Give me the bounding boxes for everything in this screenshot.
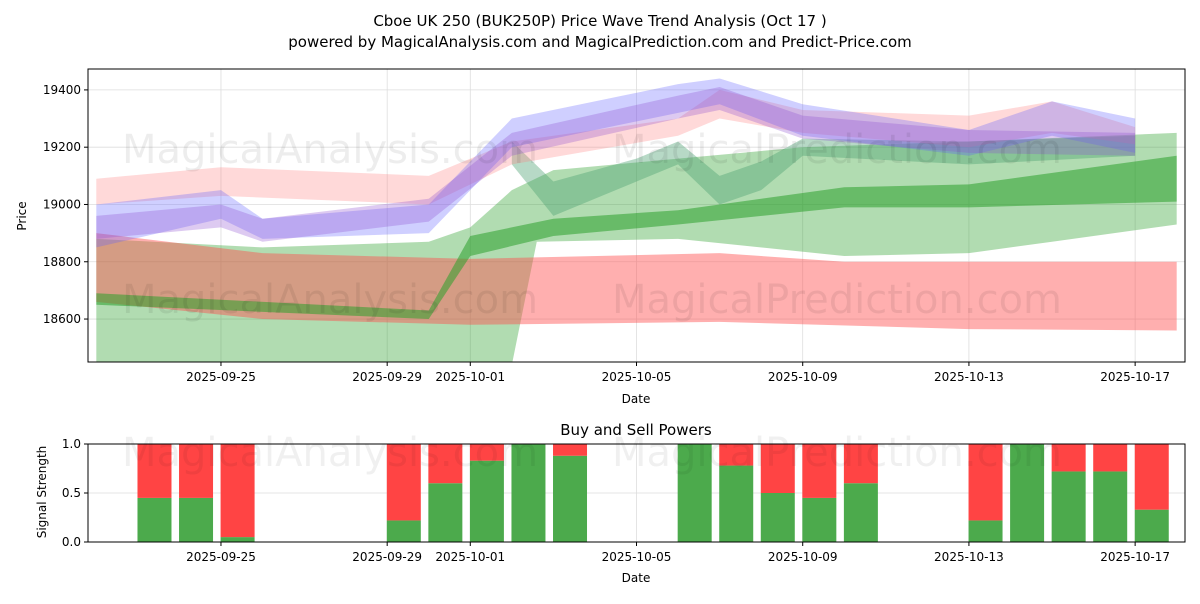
bands <box>96 78 1177 362</box>
y-tick-label: 19000 <box>43 197 81 211</box>
sell-bar <box>719 444 754 466</box>
bar-y-axis-label: Signal Strength <box>35 446 49 539</box>
sell-bar <box>1051 444 1086 472</box>
buy-bar <box>511 444 546 542</box>
x-tick-label: 2025-10-09 <box>768 550 838 564</box>
sell-bar <box>1093 444 1128 472</box>
sell-bar <box>1134 444 1169 510</box>
band-blue <box>96 78 1136 248</box>
band-green-dark <box>96 155 1177 320</box>
x-tick-label: 2025-09-25 <box>186 370 256 384</box>
sell-bar <box>137 444 172 498</box>
sell-bar <box>802 444 837 498</box>
sell-bar <box>428 444 463 484</box>
y-axis-label: Price <box>15 201 29 230</box>
sell-bar <box>386 444 421 521</box>
buy-bar <box>220 537 255 542</box>
sell-bar <box>469 444 504 461</box>
buy-bar <box>428 483 463 542</box>
y-tick-label: 1.0 <box>62 437 81 451</box>
band-pink <box>96 89 1136 205</box>
y-tick-label: 0.5 <box>62 486 81 500</box>
buy-bar <box>1010 444 1045 542</box>
watermark: MagicalAnalysis.com <box>122 277 538 323</box>
x-tick-label: 2025-10-17 <box>1100 550 1170 564</box>
x-tick-label: 2025-10-13 <box>934 550 1004 564</box>
x-tick-label: 2025-10-01 <box>435 550 505 564</box>
y-tick-label: 18600 <box>43 312 81 326</box>
x-tick-label: 2025-10-01 <box>435 370 505 384</box>
x-tick-label: 2025-09-25 <box>186 550 256 564</box>
buy-bar <box>843 483 878 542</box>
bar-chart-title: Buy and Sell Powers <box>560 421 712 439</box>
bar-x-axis-label: Date <box>622 571 651 585</box>
x-tick-label: 2025-10-13 <box>934 370 1004 384</box>
sell-bar <box>179 444 214 498</box>
sell-bar <box>760 444 795 493</box>
sell-bar <box>553 444 588 456</box>
x-tick-label: 2025-10-05 <box>602 550 672 564</box>
x-tick-label: 2025-10-05 <box>602 370 672 384</box>
buy-bar <box>1134 509 1169 542</box>
sell-bar <box>843 444 878 484</box>
buy-bar <box>137 497 172 542</box>
y-tick-label: 0.0 <box>62 535 81 549</box>
plot-frame <box>87 68 1186 363</box>
buy-bar <box>1051 471 1086 542</box>
buy-bar <box>719 465 754 542</box>
x-tick-label: 2025-10-17 <box>1100 370 1170 384</box>
watermark: MagicalAnalysis.com <box>122 430 538 476</box>
buy-bar <box>179 497 214 542</box>
y-tick-label: 19400 <box>43 83 81 97</box>
buy-bar <box>968 520 1003 542</box>
buy-bar <box>802 497 837 542</box>
buy-bar <box>386 520 421 542</box>
y-tick-label: 18800 <box>43 255 81 269</box>
y-tick-label: 19200 <box>43 140 81 154</box>
x-tick-label: 2025-10-09 <box>768 370 838 384</box>
band-green-zigzag <box>511 135 1136 216</box>
watermark: MagicalPrediction.com <box>612 127 1062 173</box>
buy-bar <box>1093 471 1128 542</box>
x-axis-label: Date <box>622 392 651 406</box>
watermark: MagicalAnalysis.com <box>122 127 538 173</box>
buy-bar <box>760 493 795 542</box>
watermark: MagicalPrediction.com <box>612 430 1062 476</box>
x-tick-label: 2025-09-29 <box>352 370 422 384</box>
bar-plot-frame <box>87 443 1186 543</box>
x-tick-label: 2025-09-29 <box>352 550 422 564</box>
watermark: MagicalPrediction.com <box>612 277 1062 323</box>
band-purple <box>96 87 1136 242</box>
chart-title: Cboe UK 250 (BUK250P) Price Wave Trend A… <box>373 12 826 30</box>
buy-bar <box>553 455 588 542</box>
buy-bar <box>469 460 504 542</box>
sell-bar <box>220 444 255 538</box>
buy-bar <box>677 444 712 542</box>
chart-subtitle: powered by MagicalAnalysis.com and Magic… <box>288 33 912 51</box>
band-red <box>96 233 1177 331</box>
sell-bar <box>968 444 1003 521</box>
